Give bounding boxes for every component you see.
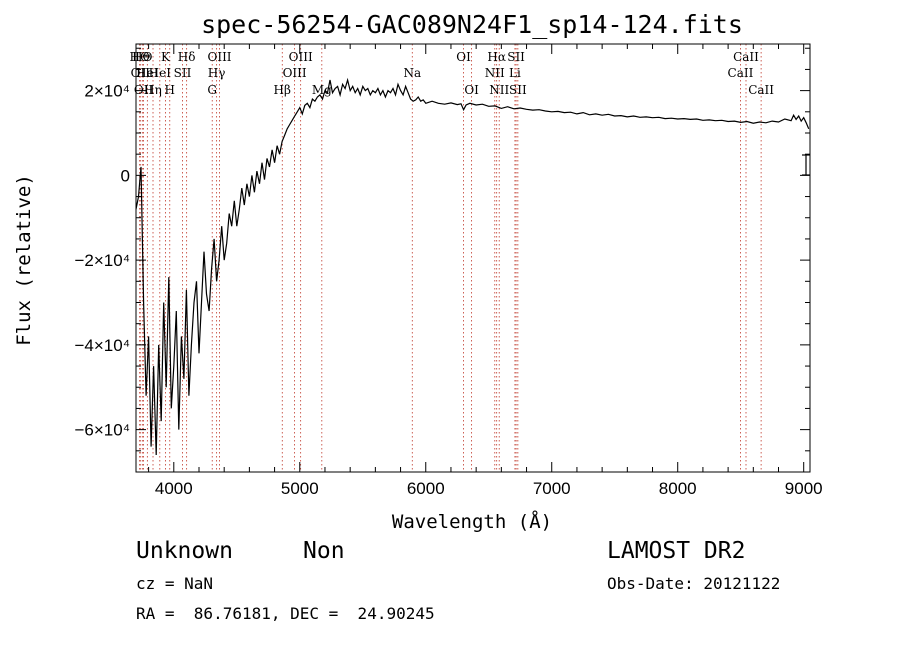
x-axis-label: Wavelength (Å) [392,510,552,533]
y-tick-label-1: 0 [121,166,130,185]
x-tick-label-5: 9000 [785,479,823,498]
line-label-21: Hα [487,50,506,64]
chart-title: spec-56254-GAC089N24F1_sp14-124.fits [201,10,743,39]
spectrum-series-line [135,77,810,456]
line-label-5: Hη [144,83,162,97]
x-tick-label-2: 6000 [407,479,445,498]
line-label-13: G [207,83,217,97]
x-tick-label-1: 5000 [281,479,319,498]
plot-frame [135,43,811,473]
line-label-17: Mg [312,83,332,97]
line-label-3: OII [134,83,154,97]
x-tick-label-3: 7000 [533,479,571,498]
line-label-11: OIII [207,50,231,64]
line-label-2: HΘ [132,50,152,64]
line-label-6: K [161,50,171,64]
line-label-20: OI [464,83,479,97]
coordinates: RA = 86.76181, DEC = 24.90245 [136,604,435,623]
line-label-25: Li [509,66,521,80]
object-subclass: Non [303,538,345,564]
line-label-23: NII [489,83,509,97]
line-label-24: SII [507,50,525,64]
error-bar-mark [802,154,810,176]
line-label-16: OIII [283,66,307,80]
spectral-line-markers [139,44,762,472]
line-label-7: HeI [149,66,172,80]
line-label-8: SII [174,66,192,80]
redshift-cz: cz = NaN [136,574,214,593]
survey-name: LAMOST DR2 [607,538,746,564]
y-tick-label-0: 2×10⁴ [84,82,130,101]
line-label-29: CaII [748,83,774,97]
line-label-26: SII [509,83,527,97]
line-label-15: OIII [289,50,313,64]
object-class: Unknown [136,538,233,564]
y-axis-label: Flux (relative) [13,174,35,346]
y-tick-label-3: −4×10⁴ [74,336,130,355]
x-tick-label-0: 4000 [155,479,193,498]
line-label-19: OI [456,50,471,64]
line-label-10: Hδ [178,50,196,64]
observation-date: Obs-Date: 20121122 [607,574,781,593]
y-axis: 2×10⁴ 0 −2×10⁴ −4×10⁴ −6×10⁴ [74,47,810,452]
line-label-4: HeI [136,66,159,80]
line-label-22: NII [485,66,505,80]
y-tick-label-4: −6×10⁴ [74,421,130,440]
x-tick-label-4: 8000 [659,479,697,498]
line-label-9: H [165,83,175,97]
line-label-28: CaII [728,66,754,80]
y-tick-label-2: −2×10⁴ [74,251,130,270]
x-axis: 4000 5000 6000 7000 8000 9000 [148,44,823,498]
line-label-18: Na [403,66,421,80]
line-label-14: Hβ [274,83,291,97]
line-label-27: CaII [733,50,759,64]
line-label-0: HΘ [129,50,149,64]
line-label-12: Hγ [208,66,226,80]
